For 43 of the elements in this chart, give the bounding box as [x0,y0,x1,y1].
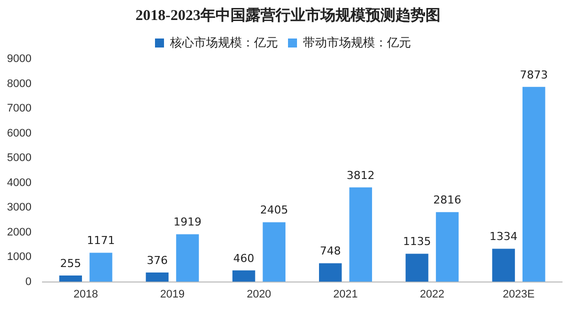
y-tick-label: 9000 [6,53,32,66]
bar [406,254,428,282]
x-tick-label: 2019 [160,288,185,300]
data-label: 376 [146,254,168,267]
x-tick-label: 2022 [420,288,444,300]
data-label: 3812 [346,168,375,182]
bar [176,234,199,282]
x-tick-label: 2021 [333,288,358,300]
data-label: 255 [60,256,82,270]
data-label: 1135 [402,235,431,248]
y-tick-label: 1000 [6,251,32,264]
data-label: 1171 [86,234,115,248]
data-label: 460 [233,252,254,265]
y-tick-label: 2000 [6,226,32,238]
y-tick-label: 3000 [6,202,32,214]
bar [146,272,169,282]
x-tick-label: 2020 [246,288,272,300]
bar [349,187,372,282]
bar [319,263,342,282]
bar [59,275,82,282]
data-label: 1334 [490,230,518,244]
bar [436,212,459,282]
x-tick-label: 2018 [74,288,98,300]
data-label: 2816 [433,193,462,206]
y-tick-label: 4000 [6,176,32,189]
chart-title: 2018-2023年中国露营行业市场规模预测趋势图 [134,6,442,25]
legend-label: 核心市场规模：亿元 [169,35,278,50]
data-label: 7873 [520,68,548,82]
y-tick-label: 6000 [6,127,32,140]
bar [90,252,112,282]
y-tick-label: 5000 [6,152,32,164]
legend-label: 带动市场规模：亿元 [303,35,411,50]
y-tick-label: 7000 [6,102,32,115]
data-label: 1919 [174,216,202,229]
bar [522,86,546,282]
bar [232,270,256,282]
y-tick-label: 0 [25,276,32,288]
data-label: 748 [320,244,341,258]
bar [262,222,286,282]
bar [492,248,515,282]
x-tick-label: 2023E [502,288,535,300]
data-label: 2405 [260,204,288,217]
y-tick-label: 8000 [6,78,32,90]
